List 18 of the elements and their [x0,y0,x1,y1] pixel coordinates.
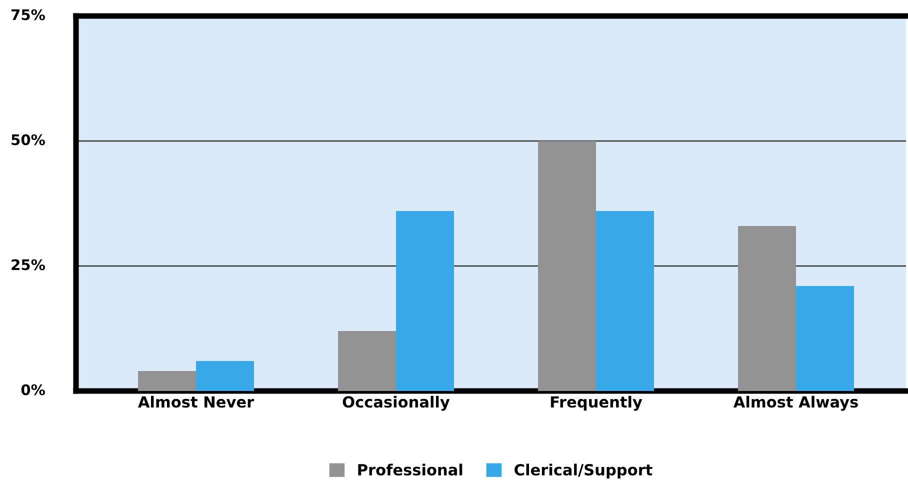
y-tick-label: 25% [12,259,45,270]
bar [138,371,196,391]
bar [596,211,654,391]
bar [796,286,854,391]
x-tick-label: Occasionally [342,396,450,411]
y-tick-label: 50% [12,134,45,146]
bar [196,361,254,391]
y-tick-label: 75% [12,9,45,20]
y-tick-label: 0% [21,384,45,396]
bar [738,226,796,391]
x-tick-label: Frequently [550,396,642,411]
bar [538,141,596,391]
legend-label: Professional [358,464,462,476]
x-tick-label: Almost Never [138,396,254,408]
bar [338,331,396,391]
legend-label: Clerical/Support [514,464,652,478]
bar [396,211,454,391]
x-tick-label: Almost Always [733,396,858,411]
